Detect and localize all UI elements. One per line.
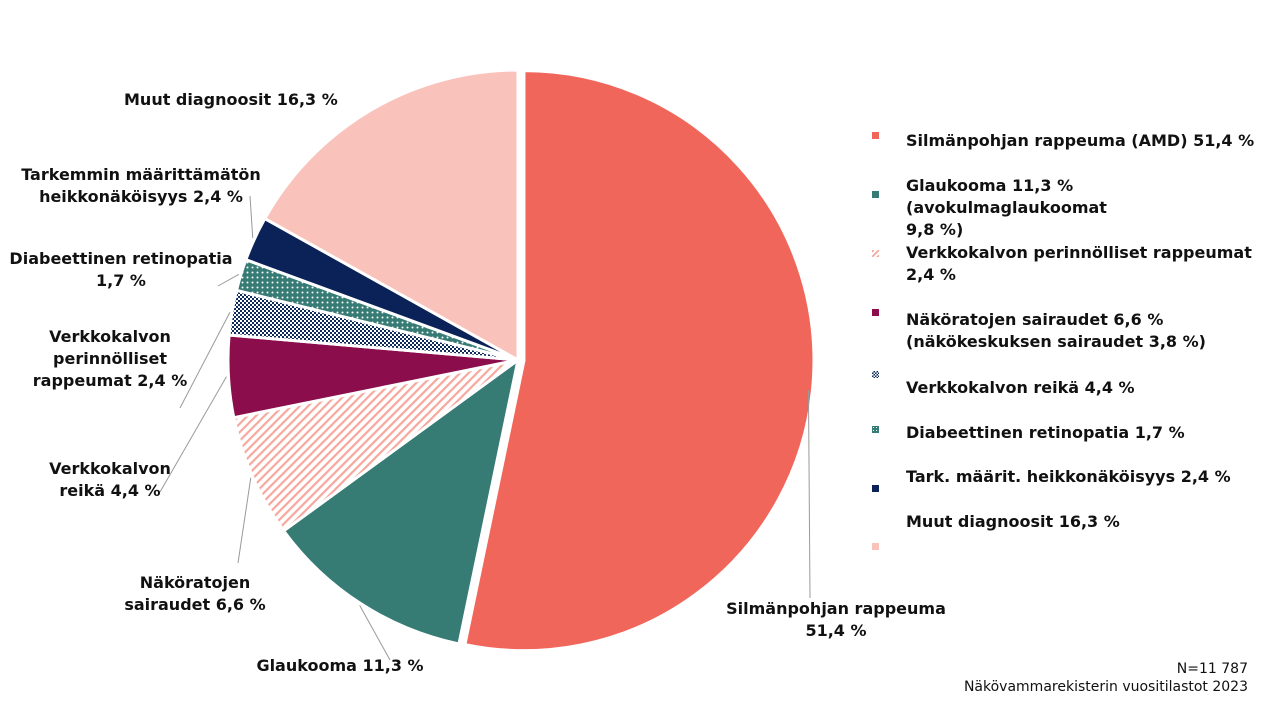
legend-label: Verkkokalvon reikä 4,4 % [906,378,1135,397]
legend-marker-hatch [872,250,879,257]
leader-line-2 [359,605,391,661]
legend-label: Verkkokalvon perinnölliset rappeumat 2,4… [906,243,1252,284]
leader-lines [159,195,811,661]
slice-label-perinnolliset: Verkkokalvon perinnölliset rappeumat 2,4… [32,327,188,390]
source-note: Näkövammarekisterin vuositilastot 2023 [963,679,1248,695]
pie-slice-2 [281,356,521,646]
leader-line-4 [159,376,227,493]
legend-marker-dots [872,426,879,433]
slice-label-amd: Silmänpohjan rappeuma 51,4 % [726,599,946,640]
legend-label: Näköratojen sairaudet 6,6 % (näkökeskuks… [906,310,1206,351]
legend-marker-solid [872,132,879,139]
leader-line-3 [237,477,252,564]
legend-label: Diabeettinen retinopatia 1,7 % [906,423,1185,442]
slice-label-diabeettinen: Diabeettinen retinopatia 1,7 % [9,249,233,290]
legend-marker-solid [872,543,879,550]
pie-slices [226,68,816,653]
slice-label-glaukooma: Glaukooma 11,3 % [256,656,424,675]
legend-marker-checker [872,371,879,378]
legend-label: Muut diagnoosit 16,3 % [906,512,1120,531]
leader-line-5 [179,311,231,409]
legend-label: Glaukooma 11,3 % (avokulmaglaukoomat 9,8… [906,176,1107,239]
leader-line-6 [217,273,240,287]
slice-label-tarkemmin: Tarkemmin määrittämätön heikkonäköisyys … [21,165,261,206]
slice-label-reika: Verkkokalvon reikä 4,4 % [49,459,171,500]
pie-slice-3 [232,358,519,533]
sample-size: N=11 787 [1176,661,1248,677]
slice-label-muut: Muut diagnoosit 16,3 % [124,90,338,109]
pie-slice-8 [262,68,520,363]
legend-marker-solid [872,485,879,492]
legend-marker-solid [872,191,879,198]
legend-marker-solid [872,309,879,316]
legend-label: Tark. määrit. heikkonäköisyys 2,4 % [906,467,1231,486]
legend-label: Silmänpohjan rappeuma (AMD) 51,4 % [906,131,1255,150]
leader-line-1 [807,389,811,599]
slice-label-nakoratojen: Näköratojen sairaudet 6,6 % [124,573,266,614]
pie-slice-1 [463,69,816,653]
leader-line-7 [249,195,254,238]
